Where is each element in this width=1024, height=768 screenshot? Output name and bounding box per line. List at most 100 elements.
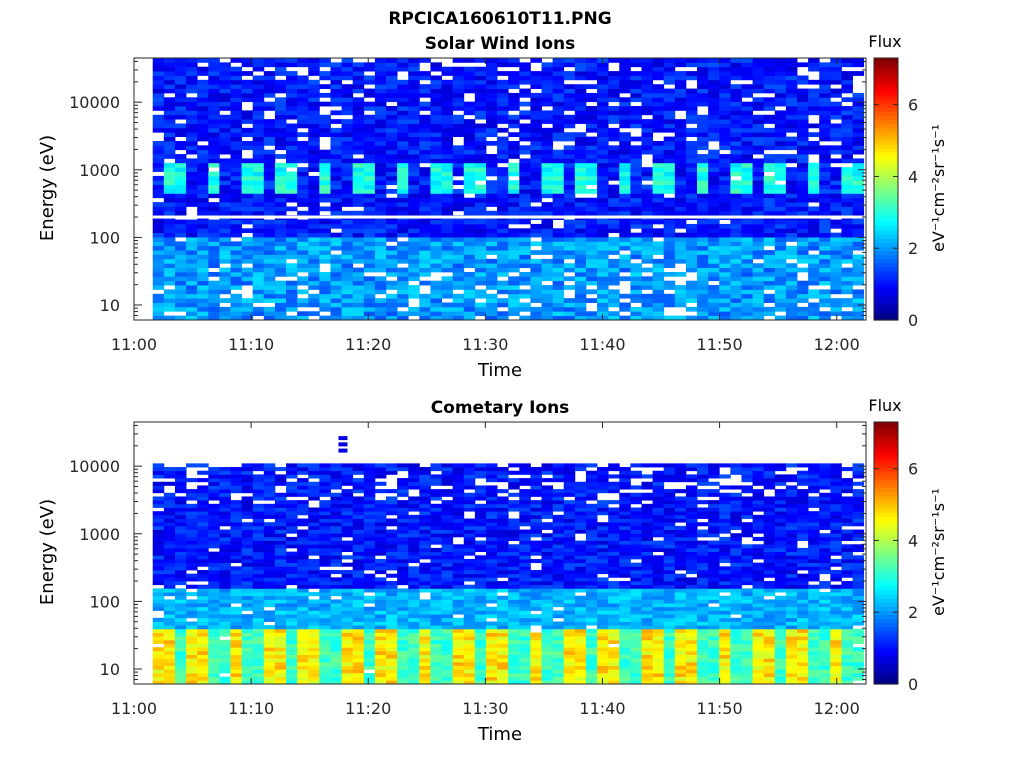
spectrogram-cell — [708, 127, 720, 133]
spectrogram-cell — [808, 92, 820, 98]
spectrogram-cell — [286, 536, 298, 541]
spectrogram-cell — [386, 665, 398, 670]
spectrogram-cell — [708, 84, 720, 89]
spectrogram-cell — [630, 232, 642, 238]
spectrogram-cell — [797, 223, 809, 229]
spectrogram-cell — [241, 71, 254, 76]
spectrogram-cell — [208, 123, 220, 129]
spectrogram-cell — [597, 145, 609, 151]
spectrogram-cell — [730, 84, 742, 89]
spectrogram-cell — [408, 500, 420, 505]
spectrogram-cell — [297, 522, 309, 527]
spectrogram-cell — [186, 184, 198, 190]
spectrogram-cell — [452, 158, 465, 164]
spectrogram-cell — [719, 241, 731, 247]
spectrogram-cell — [341, 276, 354, 282]
spectrogram-cell — [286, 140, 298, 146]
spectrogram-cell — [363, 232, 376, 238]
spectrogram-cell — [474, 250, 487, 255]
spectrogram-cell — [541, 136, 554, 142]
spectrogram-cell — [319, 175, 331, 181]
spectrogram-cell — [330, 555, 342, 560]
spectrogram-cell — [563, 232, 576, 238]
spectrogram-cell — [408, 636, 420, 641]
spectrogram-cell — [819, 271, 831, 277]
spectrogram-cell — [830, 175, 842, 181]
spectrogram-cell — [408, 544, 420, 549]
spectrogram-cell — [374, 544, 387, 549]
spectrogram-cell — [485, 110, 498, 116]
spectrogram-cell — [763, 241, 776, 247]
spectrogram-cell — [374, 101, 387, 107]
spectrogram-cell — [619, 241, 631, 247]
spectrogram-cell — [330, 158, 342, 164]
spectrogram-cell — [708, 71, 720, 76]
spectrogram-cell — [297, 665, 309, 670]
spectrogram-cell — [152, 254, 165, 260]
spectrogram-cell — [230, 245, 243, 251]
spectrogram-cell — [230, 145, 243, 151]
spectrogram-cell — [608, 75, 620, 81]
spectrogram-cell — [286, 180, 298, 186]
spectrogram-cell — [808, 88, 820, 94]
spectrogram-cell — [541, 88, 554, 94]
spectrogram-cell — [752, 237, 765, 242]
spectrogram-cell — [585, 119, 598, 124]
spectrogram-cell — [497, 88, 509, 94]
spectrogram-cell — [286, 551, 298, 556]
spectrogram-cell — [363, 474, 376, 479]
spectrogram-cell — [630, 62, 642, 68]
spectrogram-cell — [386, 123, 398, 129]
spectrogram-cell — [419, 106, 431, 111]
spectrogram-cell — [697, 123, 709, 129]
spectrogram-cell — [730, 276, 742, 282]
spectrogram-cell — [552, 250, 565, 255]
spectrogram-cell — [663, 149, 676, 155]
spectrogram-cell — [386, 132, 398, 137]
spectrogram-cell — [308, 285, 320, 290]
spectrogram-cell — [286, 610, 298, 615]
spectrogram-cell — [685, 298, 698, 303]
spectrogram-cell — [485, 232, 498, 238]
spectrogram-cell — [163, 263, 176, 268]
spectrogram-cell — [274, 507, 287, 512]
spectrogram-cell — [163, 533, 176, 538]
spectrogram-cell — [441, 180, 454, 186]
spectrogram-cell — [852, 219, 865, 225]
spectrogram-cell — [374, 106, 387, 111]
spectrogram-cell — [163, 62, 176, 68]
spectrogram-cell — [841, 280, 853, 286]
spectrogram-cell — [319, 584, 331, 589]
spectrogram-cell — [463, 140, 476, 146]
spectrogram-cell — [341, 267, 354, 273]
spectrogram-cell — [341, 518, 354, 523]
spectrogram-cell — [152, 581, 165, 586]
spectrogram-cell — [719, 254, 731, 260]
spectrogram-cell — [452, 123, 465, 129]
spectrogram-cell — [252, 632, 265, 637]
spectrogram-cell — [341, 529, 354, 534]
spectrogram-cell — [808, 145, 820, 151]
spectrogram-cell — [630, 106, 642, 111]
spectrogram-cell — [419, 223, 431, 229]
spectrogram-cell — [508, 258, 520, 264]
spectrogram-cell — [652, 250, 665, 255]
spectrogram-cell — [752, 140, 765, 146]
spectrogram-cell — [319, 189, 331, 194]
spectrogram-cell — [819, 97, 831, 103]
spectrogram-cell — [197, 536, 209, 541]
spectrogram-cell — [841, 114, 853, 120]
spectrogram-cell — [286, 97, 298, 103]
spectrogram-cell — [797, 114, 809, 120]
spectrogram-cell — [152, 544, 165, 549]
spectrogram-cell — [741, 88, 753, 94]
spectrogram-cell — [408, 254, 420, 260]
spectrogram-cell — [152, 219, 165, 225]
spectrogram-cell — [552, 184, 565, 190]
spectrogram-cell — [508, 84, 520, 89]
spectrogram-cell — [330, 654, 342, 659]
spectrogram-cell — [352, 171, 365, 177]
spectrogram-cell — [163, 237, 176, 242]
spectrogram-cell — [263, 84, 276, 89]
spectrogram-cell — [685, 154, 698, 159]
